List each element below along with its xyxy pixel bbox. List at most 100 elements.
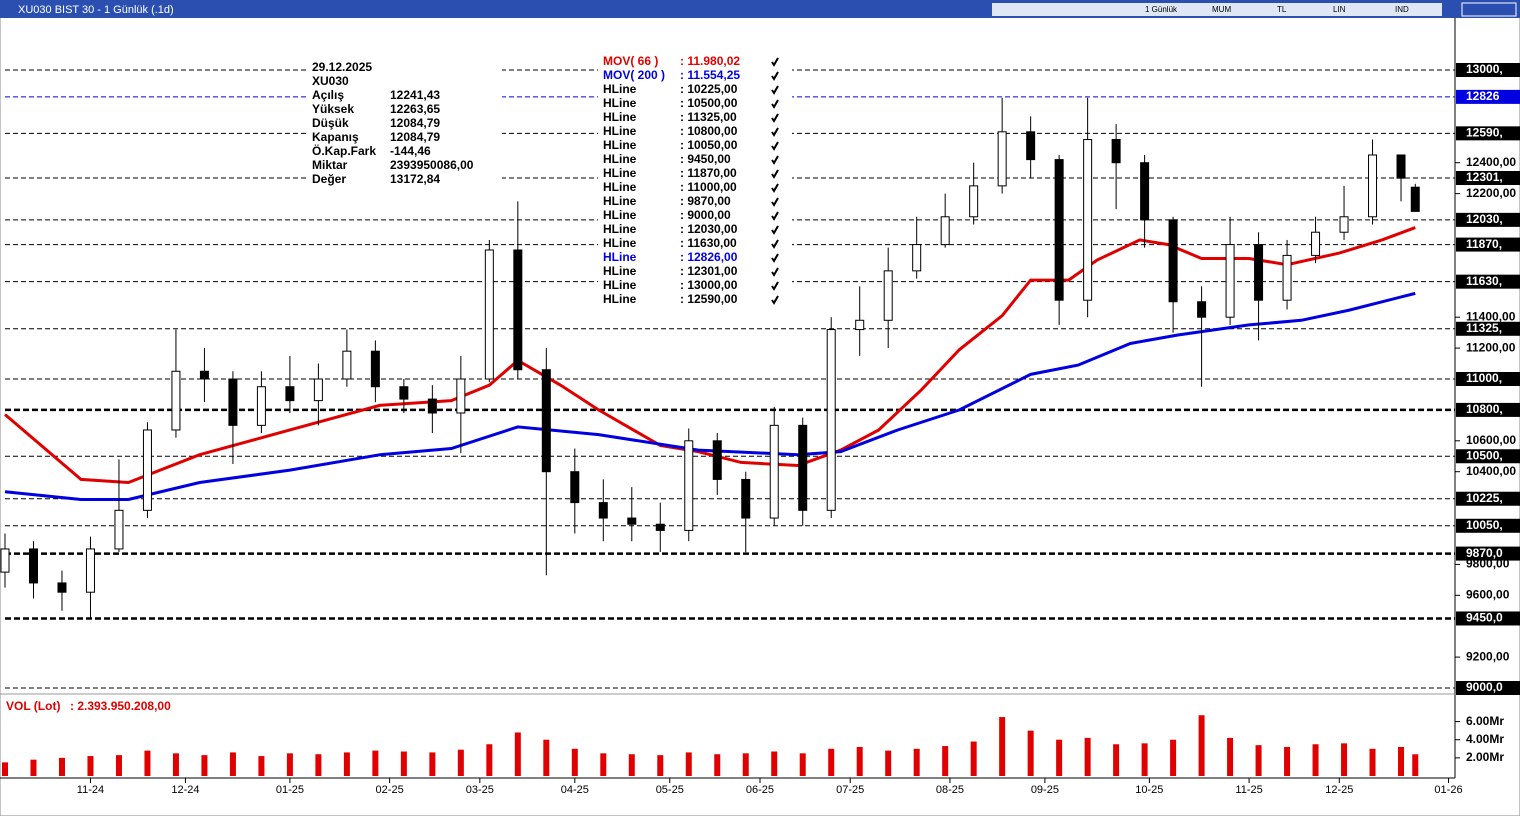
toolbar-item[interactable]: MUM [1212, 5, 1231, 14]
legend-toggle[interactable] [771, 197, 779, 207]
legend-name: HLine [603, 292, 637, 306]
candle-body [598, 502, 608, 519]
hline-label: 11325, [1466, 321, 1502, 335]
volume-bar [742, 753, 749, 776]
volume-bar [1312, 744, 1319, 776]
legend-toggle[interactable] [771, 99, 779, 109]
legend-toggle[interactable] [771, 267, 779, 277]
info-label: Düşük [312, 116, 349, 130]
candle-body [1168, 219, 1178, 303]
candle-body [399, 386, 409, 400]
volume-bar [1255, 745, 1262, 776]
legend-toggle[interactable] [771, 253, 779, 263]
info-panel-bg [306, 56, 502, 190]
hline-label: 10225, [1466, 491, 1503, 505]
legend-toggle[interactable] [771, 127, 779, 137]
volume-bar [486, 744, 493, 776]
x-tick-label: 09-25 [1031, 784, 1059, 796]
volume-bar [1341, 743, 1348, 776]
info-label: Miktar [312, 158, 348, 172]
hline-label: 11630, [1466, 274, 1502, 288]
info-value: 12263,65 [390, 102, 440, 116]
candle-body [1054, 159, 1064, 301]
volume-bar [1284, 746, 1291, 776]
legend-name: HLine [603, 82, 637, 96]
volume-bar [1170, 739, 1177, 776]
legend-name: HLine [603, 194, 637, 208]
toolbar-item[interactable]: IND [1395, 5, 1409, 14]
legend-toggle[interactable] [771, 85, 779, 95]
x-tick-label: 12-25 [1325, 784, 1353, 796]
hline-label-bg [1456, 212, 1520, 227]
hline-label: 12301, [1466, 170, 1503, 184]
candle-body [883, 270, 893, 321]
volume-name: VOL (Lot) [6, 699, 60, 713]
legend-value: : 10225,00 [680, 82, 738, 96]
legend-value: : 12301,00 [680, 264, 738, 278]
volume-bar [1398, 746, 1405, 776]
hline-label-bg [1456, 170, 1520, 185]
candle-body [684, 440, 694, 531]
candle-body [855, 319, 865, 331]
legend-toggle[interactable] [771, 239, 779, 249]
volume-bar [1056, 739, 1063, 776]
legend-toggle[interactable] [771, 225, 779, 235]
legend-toggle[interactable] [771, 183, 779, 193]
legend-name: HLine [603, 138, 637, 152]
legend-value: : 10050,00 [680, 138, 738, 152]
info-value: 12084,79 [390, 130, 440, 144]
info-date: 29.12.2025 [312, 60, 372, 74]
volume-bar [628, 754, 635, 776]
volume-bar [1227, 737, 1234, 776]
y-tick-label: 9200,00 [1466, 649, 1510, 663]
candle-body [171, 370, 181, 431]
legend-toggle[interactable] [771, 211, 779, 221]
volume-bar [1198, 715, 1205, 776]
x-tick-label: 05-25 [656, 784, 684, 796]
toolbar-item[interactable]: LIN [1333, 5, 1346, 14]
candle-body [712, 440, 722, 480]
candle-body [285, 386, 295, 402]
legend-toggle[interactable] [771, 57, 779, 67]
volume-bar [58, 757, 65, 776]
toolbar[interactable] [992, 3, 1442, 16]
volume-bar [457, 749, 464, 776]
legend-toggle[interactable] [771, 281, 779, 291]
legend-value: : 10800,00 [680, 124, 738, 138]
legend-toggle[interactable] [771, 295, 779, 305]
legend-toggle[interactable] [771, 113, 779, 123]
legend-value: : 10500,00 [680, 96, 738, 110]
legend-value: : 9450,00 [680, 152, 731, 166]
hline-label-bg [1456, 449, 1520, 464]
info-value: 13172,84 [390, 172, 440, 186]
hline-label: 10500, [1466, 448, 1503, 462]
candle-body [1311, 231, 1321, 256]
toolbar-item[interactable]: TL [1277, 5, 1287, 14]
volume-bar [885, 750, 892, 776]
y-tick-label: 10400,00 [1466, 464, 1516, 478]
x-tick-label: 06-25 [746, 784, 774, 796]
candle-body [370, 350, 380, 388]
volume-bar [970, 741, 977, 776]
x-tick-label: 01-25 [276, 784, 304, 796]
toolbar-item[interactable]: 1 Günlük [1145, 5, 1178, 14]
legend-toggle[interactable] [771, 71, 779, 81]
candle-body [969, 185, 979, 218]
x-tick-label: 07-25 [836, 784, 864, 796]
info-label: Açılış [312, 88, 344, 102]
volume-bar [771, 751, 778, 776]
legend-toggle[interactable] [771, 169, 779, 179]
legend-name: HLine [603, 208, 637, 222]
legend-name: MOV( 66 ) [603, 54, 658, 68]
hline-label-bg [1456, 518, 1520, 533]
candle-body [1111, 139, 1121, 164]
candle-body [912, 244, 922, 272]
legend-toggle[interactable] [771, 155, 779, 165]
volume-bar [1113, 744, 1120, 776]
window-buttons[interactable] [1461, 2, 1517, 17]
volume-bar [799, 753, 806, 776]
x-tick-label: 01-26 [1434, 784, 1462, 796]
x-tick-label: 02-25 [376, 784, 404, 796]
legend-toggle[interactable] [771, 141, 779, 151]
